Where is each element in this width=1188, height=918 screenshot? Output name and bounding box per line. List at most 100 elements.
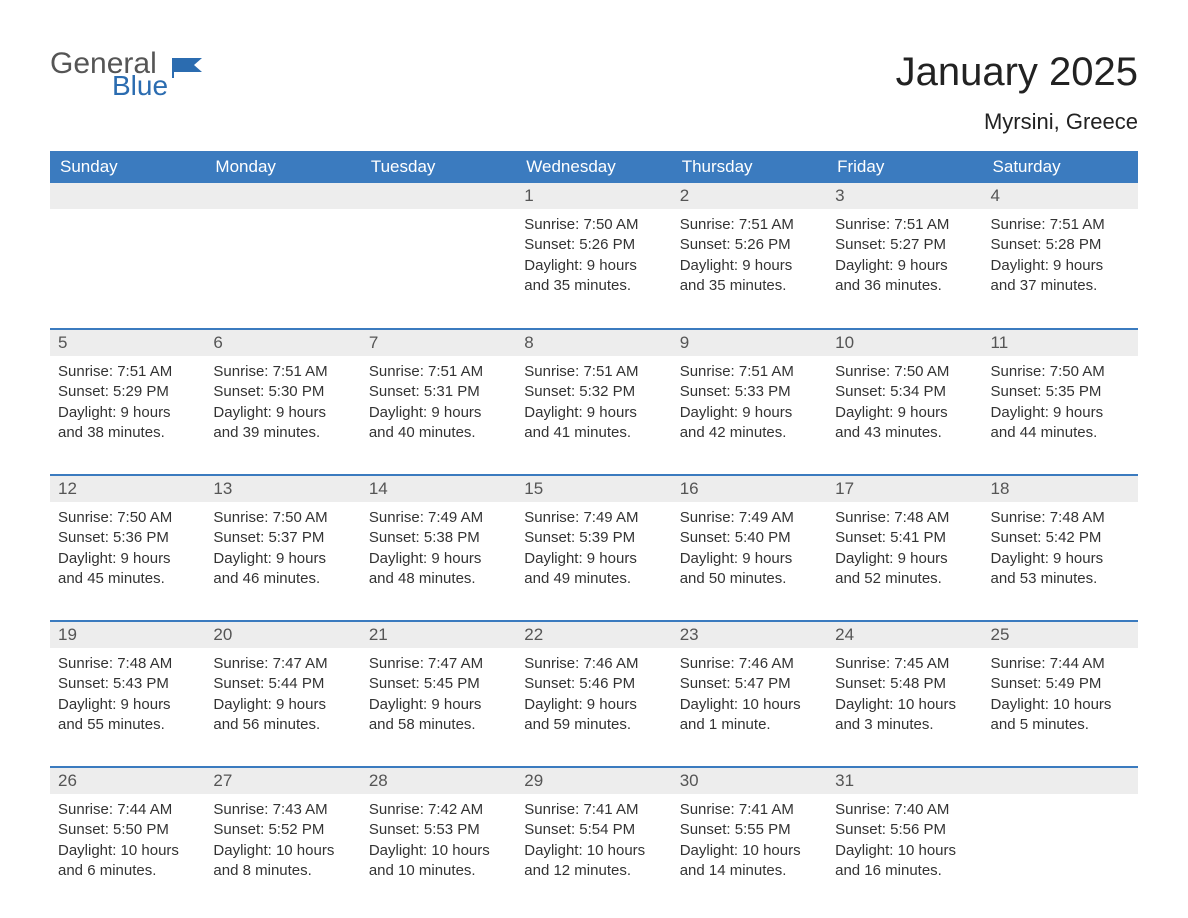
day-body: Sunrise: 7:41 AMSunset: 5:54 PMDaylight:… bbox=[516, 794, 671, 885]
calendar-cell: 5Sunrise: 7:51 AMSunset: 5:29 PMDaylight… bbox=[50, 329, 205, 475]
daylight-text-2: and 55 minutes. bbox=[58, 715, 197, 735]
sunrise-text: Sunrise: 7:51 AM bbox=[680, 215, 819, 235]
day-number: . bbox=[50, 183, 205, 209]
calendar-row: 26Sunrise: 7:44 AMSunset: 5:50 PMDayligh… bbox=[50, 767, 1138, 913]
calendar-cell: 4Sunrise: 7:51 AMSunset: 5:28 PMDaylight… bbox=[983, 183, 1138, 329]
daylight-text-1: Daylight: 9 hours bbox=[835, 549, 974, 569]
day-number: . bbox=[361, 183, 516, 209]
day-body: Sunrise: 7:49 AMSunset: 5:40 PMDaylight:… bbox=[672, 502, 827, 593]
day-body: Sunrise: 7:51 AMSunset: 5:31 PMDaylight:… bbox=[361, 356, 516, 447]
calendar-cell: 19Sunrise: 7:48 AMSunset: 5:43 PMDayligh… bbox=[50, 621, 205, 767]
sunset-text: Sunset: 5:28 PM bbox=[991, 235, 1130, 255]
calendar-cell: 18Sunrise: 7:48 AMSunset: 5:42 PMDayligh… bbox=[983, 475, 1138, 621]
day-number: 28 bbox=[361, 768, 516, 794]
sunrise-text: Sunrise: 7:44 AM bbox=[58, 800, 197, 820]
daylight-text-1: Daylight: 9 hours bbox=[680, 256, 819, 276]
weekday-header: Friday bbox=[827, 151, 982, 183]
sunset-text: Sunset: 5:29 PM bbox=[58, 382, 197, 402]
day-body: Sunrise: 7:50 AMSunset: 5:36 PMDaylight:… bbox=[50, 502, 205, 593]
month-title: January 2025 bbox=[896, 50, 1138, 95]
daylight-text-1: Daylight: 9 hours bbox=[991, 549, 1130, 569]
daylight-text-1: Daylight: 9 hours bbox=[524, 695, 663, 715]
day-body: Sunrise: 7:48 AMSunset: 5:42 PMDaylight:… bbox=[983, 502, 1138, 593]
day-body: Sunrise: 7:48 AMSunset: 5:43 PMDaylight:… bbox=[50, 648, 205, 739]
sunrise-text: Sunrise: 7:49 AM bbox=[369, 508, 508, 528]
sunrise-text: Sunrise: 7:51 AM bbox=[213, 362, 352, 382]
sunset-text: Sunset: 5:37 PM bbox=[213, 528, 352, 548]
daylight-text-2: and 35 minutes. bbox=[524, 276, 663, 296]
title-block: January 2025 Myrsini, Greece bbox=[896, 50, 1138, 135]
sunrise-text: Sunrise: 7:49 AM bbox=[680, 508, 819, 528]
calendar-cell: 29Sunrise: 7:41 AMSunset: 5:54 PMDayligh… bbox=[516, 767, 671, 913]
day-body: Sunrise: 7:40 AMSunset: 5:56 PMDaylight:… bbox=[827, 794, 982, 885]
day-body: Sunrise: 7:49 AMSunset: 5:39 PMDaylight:… bbox=[516, 502, 671, 593]
sunset-text: Sunset: 5:44 PM bbox=[213, 674, 352, 694]
day-number: 25 bbox=[983, 622, 1138, 648]
daylight-text-2: and 16 minutes. bbox=[835, 861, 974, 881]
daylight-text-1: Daylight: 9 hours bbox=[213, 549, 352, 569]
sunrise-text: Sunrise: 7:48 AM bbox=[58, 654, 197, 674]
daylight-text-2: and 1 minute. bbox=[680, 715, 819, 735]
calendar-cell: 12Sunrise: 7:50 AMSunset: 5:36 PMDayligh… bbox=[50, 475, 205, 621]
calendar-cell: . bbox=[205, 183, 360, 329]
day-body: Sunrise: 7:48 AMSunset: 5:41 PMDaylight:… bbox=[827, 502, 982, 593]
daylight-text-2: and 50 minutes. bbox=[680, 569, 819, 589]
calendar-cell: 24Sunrise: 7:45 AMSunset: 5:48 PMDayligh… bbox=[827, 621, 982, 767]
sunset-text: Sunset: 5:30 PM bbox=[213, 382, 352, 402]
daylight-text-1: Daylight: 9 hours bbox=[680, 549, 819, 569]
daylight-text-1: Daylight: 10 hours bbox=[524, 841, 663, 861]
flag-icon bbox=[172, 56, 204, 78]
day-number: 8 bbox=[516, 330, 671, 356]
daylight-text-2: and 14 minutes. bbox=[680, 861, 819, 881]
daylight-text-1: Daylight: 10 hours bbox=[58, 841, 197, 861]
sunset-text: Sunset: 5:35 PM bbox=[991, 382, 1130, 402]
calendar-cell: 13Sunrise: 7:50 AMSunset: 5:37 PMDayligh… bbox=[205, 475, 360, 621]
day-body: Sunrise: 7:42 AMSunset: 5:53 PMDaylight:… bbox=[361, 794, 516, 885]
day-number: 14 bbox=[361, 476, 516, 502]
calendar-cell: 16Sunrise: 7:49 AMSunset: 5:40 PMDayligh… bbox=[672, 475, 827, 621]
day-number: 5 bbox=[50, 330, 205, 356]
sunrise-text: Sunrise: 7:50 AM bbox=[58, 508, 197, 528]
day-number: 24 bbox=[827, 622, 982, 648]
calendar-cell: 26Sunrise: 7:44 AMSunset: 5:50 PMDayligh… bbox=[50, 767, 205, 913]
daylight-text-2: and 6 minutes. bbox=[58, 861, 197, 881]
daylight-text-1: Daylight: 10 hours bbox=[680, 841, 819, 861]
day-body: Sunrise: 7:46 AMSunset: 5:47 PMDaylight:… bbox=[672, 648, 827, 739]
daylight-text-2: and 43 minutes. bbox=[835, 423, 974, 443]
daylight-text-2: and 53 minutes. bbox=[991, 569, 1130, 589]
sunrise-text: Sunrise: 7:50 AM bbox=[991, 362, 1130, 382]
day-number: 18 bbox=[983, 476, 1138, 502]
calendar-row: 19Sunrise: 7:48 AMSunset: 5:43 PMDayligh… bbox=[50, 621, 1138, 767]
sunrise-text: Sunrise: 7:50 AM bbox=[524, 215, 663, 235]
daylight-text-1: Daylight: 10 hours bbox=[835, 841, 974, 861]
sunrise-text: Sunrise: 7:42 AM bbox=[369, 800, 508, 820]
daylight-text-1: Daylight: 9 hours bbox=[58, 549, 197, 569]
day-body: Sunrise: 7:47 AMSunset: 5:45 PMDaylight:… bbox=[361, 648, 516, 739]
daylight-text-1: Daylight: 9 hours bbox=[680, 403, 819, 423]
daylight-text-2: and 36 minutes. bbox=[835, 276, 974, 296]
day-number: 27 bbox=[205, 768, 360, 794]
day-number: 26 bbox=[50, 768, 205, 794]
calendar-cell: 7Sunrise: 7:51 AMSunset: 5:31 PMDaylight… bbox=[361, 329, 516, 475]
day-body: Sunrise: 7:51 AMSunset: 5:28 PMDaylight:… bbox=[983, 209, 1138, 300]
sunrise-text: Sunrise: 7:46 AM bbox=[680, 654, 819, 674]
calendar-cell: 11Sunrise: 7:50 AMSunset: 5:35 PMDayligh… bbox=[983, 329, 1138, 475]
daylight-text-1: Daylight: 9 hours bbox=[369, 695, 508, 715]
weekday-header-row: Sunday Monday Tuesday Wednesday Thursday… bbox=[50, 151, 1138, 183]
sunset-text: Sunset: 5:31 PM bbox=[369, 382, 508, 402]
daylight-text-2: and 59 minutes. bbox=[524, 715, 663, 735]
daylight-text-1: Daylight: 9 hours bbox=[213, 695, 352, 715]
sunrise-text: Sunrise: 7:47 AM bbox=[369, 654, 508, 674]
day-number: . bbox=[983, 768, 1138, 794]
daylight-text-1: Daylight: 9 hours bbox=[524, 403, 663, 423]
calendar-cell: 28Sunrise: 7:42 AMSunset: 5:53 PMDayligh… bbox=[361, 767, 516, 913]
sunrise-text: Sunrise: 7:47 AM bbox=[213, 654, 352, 674]
daylight-text-1: Daylight: 9 hours bbox=[991, 403, 1130, 423]
sunset-text: Sunset: 5:38 PM bbox=[369, 528, 508, 548]
sunrise-text: Sunrise: 7:40 AM bbox=[835, 800, 974, 820]
sunrise-text: Sunrise: 7:45 AM bbox=[835, 654, 974, 674]
calendar-row: ...1Sunrise: 7:50 AMSunset: 5:26 PMDayli… bbox=[50, 183, 1138, 329]
daylight-text-2: and 35 minutes. bbox=[680, 276, 819, 296]
sunset-text: Sunset: 5:42 PM bbox=[991, 528, 1130, 548]
sunrise-text: Sunrise: 7:48 AM bbox=[835, 508, 974, 528]
